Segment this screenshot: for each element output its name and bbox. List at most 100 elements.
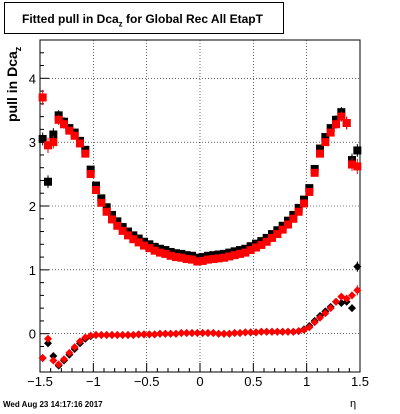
data-point — [326, 304, 335, 313]
data-point — [44, 177, 52, 186]
data-point — [209, 329, 218, 338]
data-point — [273, 327, 282, 336]
data-point — [44, 141, 52, 150]
data-point — [289, 214, 298, 223]
data-point — [209, 254, 218, 263]
data-point — [145, 244, 154, 253]
data-point — [70, 343, 79, 352]
data-point — [246, 246, 255, 255]
data-point — [49, 138, 58, 147]
data-point — [118, 226, 127, 235]
data-point — [44, 339, 52, 348]
data-point — [220, 329, 228, 338]
data-point — [113, 217, 122, 226]
data-point — [156, 329, 164, 338]
data-point — [268, 327, 276, 336]
x-tick-label: −1.5 — [27, 374, 53, 389]
data-point — [102, 203, 111, 212]
y-tick-label: 1 — [29, 263, 36, 278]
title-box: Fitted pull in Dcaz for Global Rec All E… — [4, 2, 284, 34]
data-point — [321, 133, 330, 142]
data-point — [118, 330, 127, 339]
data-point — [262, 327, 271, 336]
data-point — [262, 237, 271, 246]
data-point — [182, 254, 191, 263]
data-point — [204, 255, 212, 264]
data-point — [305, 187, 314, 196]
y-tick-label: 2 — [29, 199, 36, 214]
x-axis-label: η — [350, 398, 357, 410]
y-tick-label: 0 — [29, 327, 36, 342]
data-point — [97, 194, 106, 203]
data-point — [289, 327, 298, 336]
data-point — [145, 330, 154, 339]
data-point — [49, 352, 58, 361]
data-point — [156, 248, 164, 257]
data-point — [273, 230, 282, 239]
data-point — [193, 257, 202, 266]
data-points — [38, 89, 362, 370]
data-point — [241, 248, 250, 257]
data-point — [54, 115, 63, 124]
x-tick-label: −0.5 — [134, 374, 160, 389]
data-point — [188, 329, 196, 338]
data-point — [49, 356, 58, 365]
data-point — [188, 255, 196, 264]
data-point — [129, 235, 138, 244]
data-point — [198, 256, 207, 265]
data-point — [38, 134, 47, 143]
data-point — [230, 329, 239, 338]
data-point — [76, 139, 84, 148]
data-point — [172, 253, 180, 262]
data-point — [92, 330, 100, 339]
data-point — [113, 330, 122, 339]
data-point — [113, 221, 122, 230]
data-point — [252, 243, 260, 252]
data-point — [60, 355, 68, 364]
data-point — [182, 329, 191, 338]
data-point — [49, 130, 58, 139]
x-tick-label: −1 — [86, 374, 101, 389]
data-point — [284, 327, 292, 336]
data-point — [92, 186, 100, 195]
data-point — [97, 198, 106, 207]
data-point — [321, 138, 330, 147]
y-tick-label: 4 — [29, 71, 36, 86]
data-point — [342, 119, 351, 127]
data-point — [214, 254, 223, 263]
data-point — [316, 144, 324, 153]
data-point — [236, 249, 244, 258]
data-point — [332, 297, 340, 306]
y-axis-label-main: pull in Dca — [4, 51, 20, 122]
data-point — [257, 240, 266, 249]
data-point — [177, 329, 186, 338]
data-point — [230, 251, 239, 260]
data-point — [225, 329, 234, 338]
data-point — [316, 149, 324, 158]
data-point — [348, 291, 356, 300]
data-point — [204, 329, 212, 338]
data-point — [102, 330, 111, 339]
data-point — [353, 146, 362, 155]
data-point — [86, 170, 95, 179]
data-point — [193, 329, 202, 338]
data-point — [326, 128, 335, 137]
data-point — [124, 330, 132, 339]
data-point — [220, 253, 228, 262]
data-point — [108, 330, 116, 339]
data-point — [81, 149, 90, 158]
data-point — [332, 120, 340, 129]
data-point — [305, 323, 314, 332]
data-point — [326, 124, 335, 133]
title-prefix: Fitted pull in Dca — [22, 12, 119, 26]
data-point — [134, 238, 143, 247]
x-tick-label: 0.5 — [244, 374, 262, 389]
data-point — [134, 330, 143, 339]
data-point — [353, 162, 362, 171]
data-point — [60, 120, 68, 129]
data-point — [353, 286, 362, 295]
data-point — [86, 165, 95, 174]
series-3 — [38, 285, 362, 369]
data-point — [310, 168, 319, 177]
data-point — [198, 329, 207, 338]
